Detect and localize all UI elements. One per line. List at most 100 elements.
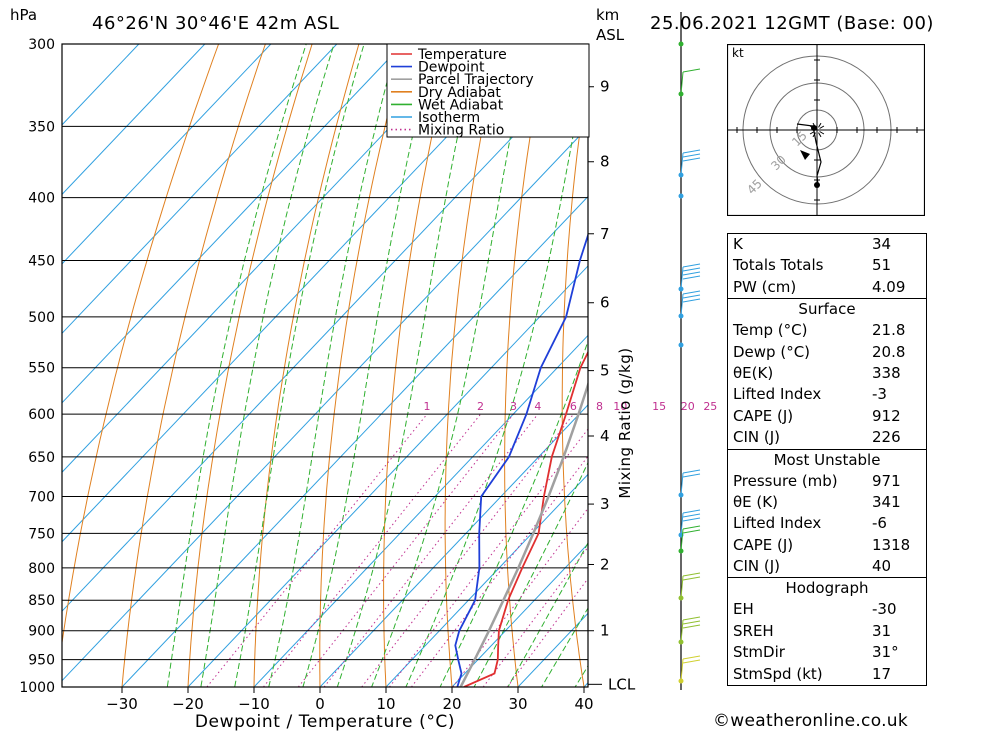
plot-frame — [61, 43, 589, 688]
surface-index-value: 912 — [872, 406, 901, 425]
mu-index-row: θE (K) 341 — [728, 492, 926, 513]
dry-adiabat-line — [253, 44, 360, 687]
pressure-tick-label: 750 — [28, 526, 55, 542]
wind-barb-flag — [682, 469, 701, 474]
dry-adiabat-line — [920, 0, 1000, 713]
wind-barb-flag — [682, 572, 701, 577]
isotherm-line — [62, 44, 404, 404]
surface-index-value: 338 — [872, 363, 901, 382]
hodo-index-row: SREH 31 — [728, 621, 926, 642]
general-index-label: K — [733, 235, 743, 253]
hodograph-start-dot — [814, 182, 820, 188]
mixing-ratio-label: 6 — [570, 400, 577, 413]
isotherm-line — [62, 44, 140, 126]
pressure-tick-label: 850 — [28, 593, 55, 609]
x-tick-label: 30 — [508, 695, 527, 713]
mu-index-value: 341 — [872, 492, 901, 511]
wind-barb-flag — [682, 157, 701, 162]
pressure-tick-label: 350 — [28, 119, 55, 135]
mu-index-label: CAPE (J) — [733, 535, 794, 554]
wind-barb-staff — [680, 619, 684, 643]
hodo-index-value: -30 — [872, 600, 897, 619]
mixing-ratio-label: 3 — [510, 400, 517, 413]
general-index-value: 4.09 — [872, 277, 906, 296]
mu-index-label: θE (K) — [733, 492, 778, 511]
general-indices: K 34 Totals Totals 51 PW (cm) 4.09 — [728, 234, 926, 298]
wind-barb-staff — [680, 472, 684, 496]
series-dewpoint — [454, 232, 588, 687]
hodograph-tick — [818, 132, 822, 138]
dry-adiabat-line — [62, 44, 220, 647]
series-temperature — [463, 350, 588, 687]
surface-index-value: 20.8 — [872, 342, 906, 361]
hodo-index-row: StmDir 31° — [728, 642, 926, 663]
general-index-row: PW (cm) 4.09 — [728, 277, 926, 298]
mixing-ratio-label: 4 — [534, 400, 541, 413]
legend-label: Dry Adiabat — [418, 85, 501, 101]
axis-labels: 3003504004505005506006507007508008509009… — [19, 37, 717, 713]
indices-panel: K 34 Totals Totals 51 PW (cm) 4.09 Surface Te… — [727, 233, 927, 687]
most-unstable-title: Most Unstable — [773, 450, 881, 469]
general-index-label: Totals Totals — [733, 256, 824, 275]
isotherm-line — [62, 126, 588, 682]
surface-indices: Surface Temp (°C) 21.8 Dewp (°C) 20.8 θE(K) 3… — [728, 298, 926, 448]
most-unstable-indices: Most Unstable Pressure (mb) 971 θE (K) 341 L… — [728, 448, 926, 578]
mu-index-value: -6 — [872, 514, 887, 533]
surface-index-label: CIN (J) — [733, 428, 781, 447]
wind-barb-flag — [682, 149, 701, 154]
lcl-label: LCL — [608, 675, 636, 693]
pressure-tick-label: 700 — [28, 490, 55, 506]
wet-adiabat-line — [507, 541, 588, 687]
surface-index-row: Temp (°C) 21.8 — [728, 320, 926, 341]
surface-index-value: 226 — [872, 428, 901, 447]
dry-adiabat-line — [121, 44, 266, 687]
isotherm-line — [385, 473, 588, 687]
isotherm-line — [121, 195, 588, 687]
pressure-tick-label: 600 — [28, 407, 55, 423]
mixing-ratio-line — [452, 507, 588, 687]
wind-barb-staff — [680, 266, 684, 290]
surface-index-row: θE(K) 338 — [728, 363, 926, 384]
x-tick-label: 40 — [574, 695, 593, 713]
wind-level-dot — [678, 193, 684, 199]
hodo-index-value: 17 — [872, 664, 892, 683]
surface-index-value: -3 — [872, 385, 887, 404]
wind-barb-flag — [682, 659, 701, 664]
mixing-ratio-label: 10 — [613, 400, 627, 413]
height-tick-label: 9 — [600, 78, 610, 96]
legend-label: Dewpoint — [418, 60, 485, 76]
mu-index-row: CIN (J) 40 — [728, 556, 926, 577]
dry-adiabat-line — [672, 0, 722, 713]
wind-barb-flag — [682, 298, 701, 303]
surface-index-row: CIN (J) 226 — [728, 427, 926, 448]
wind-barb-staff — [680, 512, 684, 536]
x-tick-label: 20 — [442, 695, 461, 713]
mu-index-label: Lifted Index — [733, 514, 822, 533]
hodo-index-value: 31° — [872, 643, 899, 662]
location-title: 46°26'N 30°46'E 42m ASL — [92, 13, 339, 34]
hodograph-end-dot — [811, 125, 817, 131]
pressure-tick-label: 1000 — [19, 680, 55, 696]
hodograph-unit: kt — [732, 46, 744, 60]
hodograph-tick — [819, 125, 825, 129]
surface-title: Surface — [798, 300, 856, 319]
wind-barb-flag — [682, 294, 701, 299]
x-tick-label: 0 — [315, 695, 325, 713]
hodo-index-row: EH -30 — [728, 599, 926, 620]
wind-barb-column — [678, 12, 701, 690]
hodograph-trace — [796, 123, 822, 186]
wind-level-dot — [678, 41, 684, 47]
pressure-tick-label: 500 — [28, 310, 55, 326]
isotherm-line — [62, 44, 206, 196]
mu-index-value: 971 — [872, 471, 901, 490]
profile-lines — [454, 232, 588, 687]
height-tick-label: 7 — [600, 225, 610, 243]
wind-barb-flag — [682, 290, 701, 295]
x-tick-label: −30 — [106, 695, 138, 713]
hodo-index-label: StmDir — [733, 643, 785, 662]
surface-index-label: CAPE (J) — [733, 406, 794, 425]
hodo-index-row: StmSpd (kt) 17 — [728, 664, 926, 685]
wind-barb-flag — [682, 529, 701, 534]
wet-adiabat-line — [200, 44, 335, 687]
